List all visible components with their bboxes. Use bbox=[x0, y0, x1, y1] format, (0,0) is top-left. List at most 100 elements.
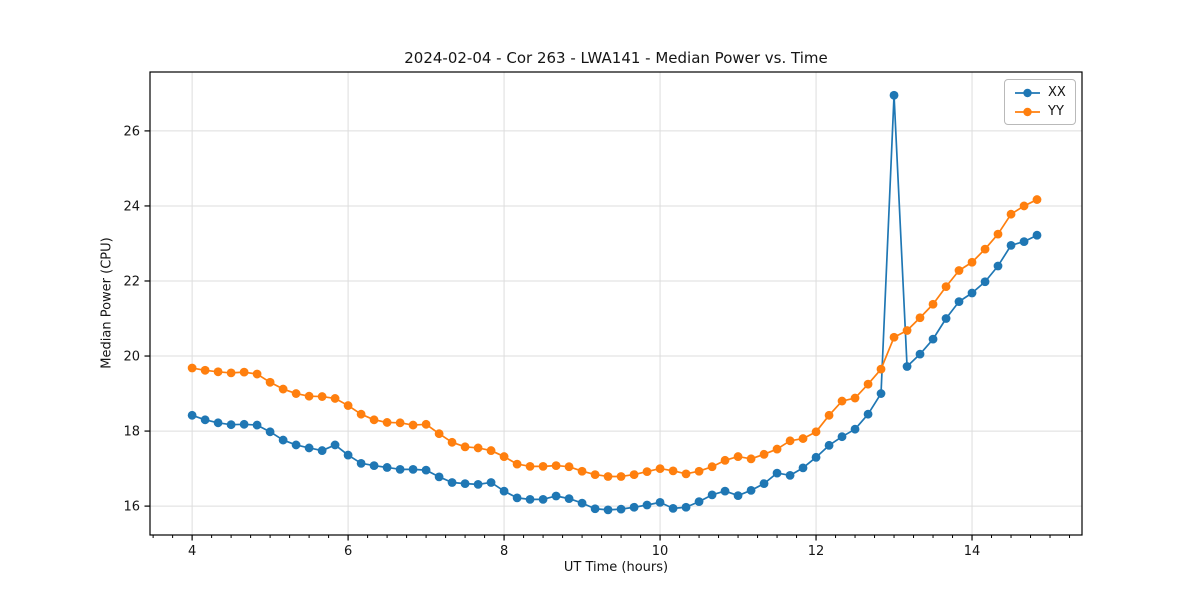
y-tick-label: 18 bbox=[123, 425, 140, 440]
data-point-yy bbox=[759, 449, 769, 459]
data-point-yy bbox=[447, 437, 457, 447]
data-point-xx bbox=[486, 478, 496, 487]
y-tick-label: 20 bbox=[123, 350, 140, 365]
data-point-xx bbox=[460, 479, 470, 488]
data-point-yy bbox=[915, 313, 925, 323]
x-tick-label: 6 bbox=[344, 544, 352, 559]
data-point-yy bbox=[577, 466, 587, 476]
data-point-yy bbox=[551, 461, 561, 470]
data-point-yy bbox=[564, 462, 574, 472]
data-point-xx bbox=[382, 463, 392, 472]
data-point-xx bbox=[928, 334, 938, 344]
legend-marker-yy bbox=[1015, 107, 1040, 116]
data-point-yy bbox=[408, 420, 418, 430]
data-point-yy bbox=[265, 377, 275, 387]
data-point-xx bbox=[694, 497, 704, 507]
data-point-xx bbox=[967, 288, 977, 298]
data-point-xx bbox=[876, 389, 886, 398]
legend: XX YY bbox=[1004, 79, 1076, 125]
data-point-xx bbox=[538, 494, 548, 504]
data-point-yy bbox=[707, 462, 717, 472]
data-point-yy bbox=[863, 379, 873, 389]
data-point-xx bbox=[551, 491, 561, 501]
data-point-yy bbox=[512, 459, 522, 469]
y-tick-label: 16 bbox=[123, 500, 140, 515]
data-point-yy bbox=[538, 461, 548, 471]
data-point-xx bbox=[629, 502, 639, 512]
data-point-yy bbox=[421, 419, 431, 429]
data-point-yy bbox=[668, 466, 678, 476]
data-point-xx bbox=[343, 450, 353, 460]
data-point-xx bbox=[252, 420, 262, 430]
data-point-yy bbox=[889, 332, 899, 342]
data-point-xx bbox=[980, 277, 990, 287]
data-point-yy bbox=[473, 443, 483, 453]
y-tick-label: 26 bbox=[123, 124, 140, 139]
data-point-xx bbox=[473, 479, 483, 489]
data-point-yy bbox=[655, 464, 665, 473]
data-point-yy bbox=[1006, 209, 1016, 219]
data-point-xx bbox=[317, 446, 327, 455]
data-point-yy bbox=[798, 434, 808, 443]
data-point-yy bbox=[902, 326, 912, 335]
legend-marker-xx bbox=[1015, 88, 1040, 97]
data-point-xx bbox=[187, 410, 197, 420]
data-point-xx bbox=[850, 424, 860, 434]
data-point-xx bbox=[837, 432, 847, 442]
data-point-yy bbox=[603, 472, 613, 481]
data-point-yy bbox=[369, 415, 379, 425]
data-point-xx bbox=[733, 491, 743, 500]
data-point-yy bbox=[434, 429, 444, 439]
data-point-yy bbox=[317, 392, 327, 401]
data-point-yy bbox=[629, 470, 639, 479]
data-point-yy bbox=[226, 368, 236, 378]
data-point-xx bbox=[863, 409, 873, 419]
data-point-yy bbox=[395, 418, 405, 428]
data-point-yy bbox=[356, 409, 366, 419]
data-point-xx bbox=[512, 493, 522, 503]
data-point-xx bbox=[408, 464, 418, 474]
legend-label-yy: YY bbox=[1048, 104, 1064, 119]
x-tick-label: 10 bbox=[652, 544, 669, 559]
data-point-xx bbox=[447, 478, 457, 487]
data-point-xx bbox=[811, 452, 821, 462]
y-axis-label: Median Power (CPU) bbox=[99, 237, 115, 369]
data-point-yy bbox=[278, 384, 288, 394]
data-point-xx bbox=[993, 261, 1003, 271]
data-point-xx bbox=[265, 427, 275, 437]
data-point-xx bbox=[746, 485, 756, 495]
data-point-xx bbox=[915, 349, 925, 359]
legend-item-xx: XX bbox=[1014, 85, 1066, 100]
data-point-yy bbox=[642, 467, 652, 476]
data-point-yy bbox=[252, 369, 262, 379]
x-tick-label: 14 bbox=[964, 544, 981, 559]
data-point-yy bbox=[525, 461, 535, 471]
data-point-yy bbox=[850, 393, 860, 403]
y-tick-label: 24 bbox=[123, 199, 140, 214]
data-point-yy bbox=[772, 444, 782, 454]
data-point-xx bbox=[369, 461, 379, 470]
data-point-yy bbox=[1019, 201, 1029, 211]
data-point-yy bbox=[967, 257, 977, 267]
data-point-yy bbox=[343, 401, 353, 410]
data-point-yy bbox=[993, 229, 1003, 239]
data-point-xx bbox=[1006, 240, 1016, 250]
series-line-yy bbox=[191, 198, 1038, 478]
data-point-xx bbox=[304, 443, 314, 453]
legend-item-yy: YY bbox=[1014, 104, 1066, 119]
data-point-xx bbox=[590, 504, 600, 514]
data-point-yy bbox=[291, 389, 301, 398]
data-point-xx bbox=[720, 486, 730, 496]
data-point-yy bbox=[239, 367, 249, 377]
data-point-yy bbox=[876, 364, 886, 374]
data-point-xx bbox=[707, 490, 717, 500]
data-point-yy bbox=[330, 394, 340, 403]
data-point-yy bbox=[304, 391, 314, 401]
y-tick-label: 22 bbox=[123, 274, 140, 289]
x-axis-label: UT Time (hours) bbox=[563, 560, 669, 575]
data-point-xx bbox=[772, 468, 782, 478]
data-point-xx bbox=[200, 415, 210, 425]
data-point-yy bbox=[746, 454, 756, 464]
data-point-xx bbox=[655, 497, 665, 507]
data-point-xx bbox=[356, 458, 366, 468]
